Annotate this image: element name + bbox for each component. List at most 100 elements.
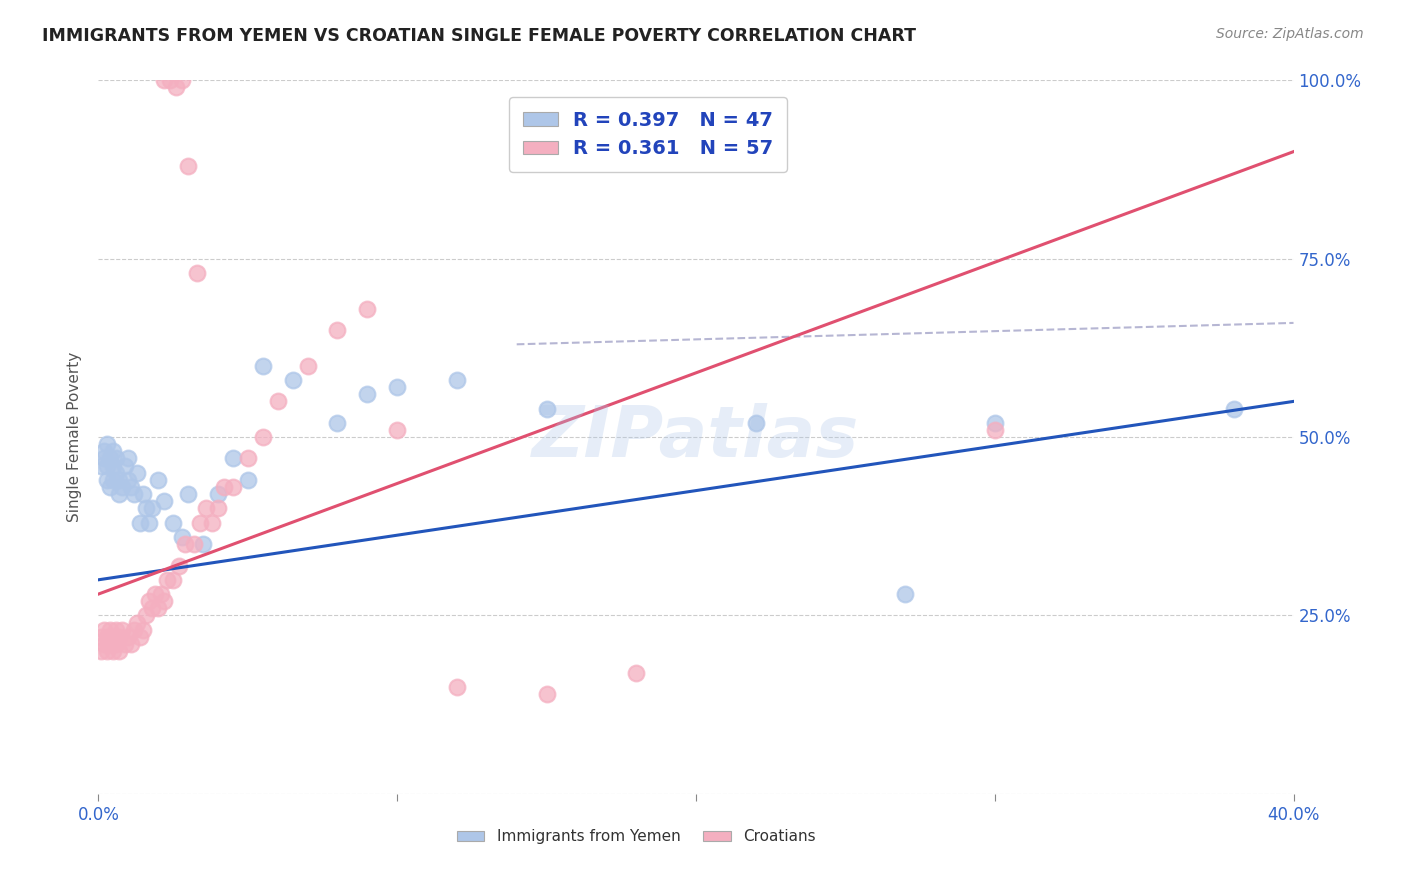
Point	[90, 458, 112, 473]
Point	[984, 423, 1007, 437]
Point	[148, 601, 170, 615]
Point	[745, 416, 768, 430]
Point	[120, 637, 142, 651]
Point	[132, 487, 155, 501]
Point	[98, 451, 122, 466]
Point	[222, 480, 245, 494]
Text: IMMIGRANTS FROM YEMEN VS CROATIAN SINGLE FEMALE POVERTY CORRELATION CHART: IMMIGRANTS FROM YEMEN VS CROATIAN SINGLE…	[42, 27, 917, 45]
Point	[148, 473, 170, 487]
Point	[446, 680, 468, 694]
Point	[174, 537, 197, 551]
Point	[124, 623, 146, 637]
Point	[129, 630, 152, 644]
Point	[108, 644, 131, 658]
Point	[127, 615, 149, 630]
Point	[356, 301, 378, 316]
Point	[536, 687, 558, 701]
Point	[124, 487, 146, 501]
Point	[141, 601, 163, 615]
Point	[222, 451, 245, 466]
Point	[236, 473, 259, 487]
Point	[267, 394, 290, 409]
Point	[98, 480, 122, 494]
Point	[90, 644, 112, 658]
Point	[141, 501, 163, 516]
Point	[183, 537, 205, 551]
Legend: Immigrants from Yemen, Croatians: Immigrants from Yemen, Croatians	[451, 823, 821, 850]
Point	[536, 401, 558, 416]
Point	[105, 637, 128, 651]
Point	[117, 473, 139, 487]
Point	[93, 444, 115, 458]
Point	[177, 487, 200, 501]
Point	[326, 416, 349, 430]
Point	[93, 451, 115, 466]
Point	[626, 665, 648, 680]
Point	[1223, 401, 1246, 416]
Point	[207, 487, 229, 501]
Point	[117, 630, 139, 644]
Point	[297, 359, 319, 373]
Point	[153, 494, 176, 508]
Point	[156, 573, 179, 587]
Point	[172, 530, 194, 544]
Text: ZIPatlas: ZIPatlas	[533, 402, 859, 472]
Point	[111, 480, 134, 494]
Point	[103, 458, 125, 473]
Point	[96, 644, 118, 658]
Point	[252, 359, 274, 373]
Point	[207, 501, 229, 516]
Point	[326, 323, 349, 337]
Point	[129, 516, 152, 530]
Point	[93, 637, 115, 651]
Point	[108, 630, 131, 644]
Point	[103, 630, 125, 644]
Point	[132, 623, 155, 637]
Point	[96, 437, 118, 451]
Point	[120, 480, 142, 494]
Point	[105, 623, 128, 637]
Point	[103, 473, 125, 487]
Point	[114, 458, 136, 473]
Point	[446, 373, 468, 387]
Point	[894, 587, 917, 601]
Point	[90, 630, 112, 644]
Point	[117, 451, 139, 466]
Point	[177, 159, 200, 173]
Point	[138, 516, 160, 530]
Point	[212, 480, 235, 494]
Point	[252, 430, 274, 444]
Point	[186, 266, 208, 280]
Point	[385, 423, 409, 437]
Point	[98, 623, 122, 637]
Point	[96, 473, 118, 487]
Point	[159, 73, 181, 87]
Point	[281, 373, 304, 387]
Point	[127, 466, 149, 480]
Point	[167, 558, 190, 573]
Point	[153, 73, 176, 87]
Point	[114, 637, 136, 651]
Y-axis label: Single Female Poverty: Single Female Poverty	[67, 352, 83, 522]
Point	[201, 516, 224, 530]
Point	[153, 594, 176, 608]
Point	[108, 473, 131, 487]
Point	[96, 458, 118, 473]
Point	[356, 387, 378, 401]
Point	[103, 644, 125, 658]
Point	[172, 73, 194, 87]
Point	[385, 380, 409, 394]
Point	[135, 501, 157, 516]
Point	[150, 587, 173, 601]
Point	[111, 623, 134, 637]
Point	[135, 608, 157, 623]
Point	[162, 573, 184, 587]
Point	[188, 516, 211, 530]
Point	[195, 501, 218, 516]
Text: Source: ZipAtlas.com: Source: ZipAtlas.com	[1216, 27, 1364, 41]
Point	[103, 444, 125, 458]
Point	[236, 451, 259, 466]
Point	[96, 630, 118, 644]
Point	[143, 587, 166, 601]
Point	[93, 623, 115, 637]
